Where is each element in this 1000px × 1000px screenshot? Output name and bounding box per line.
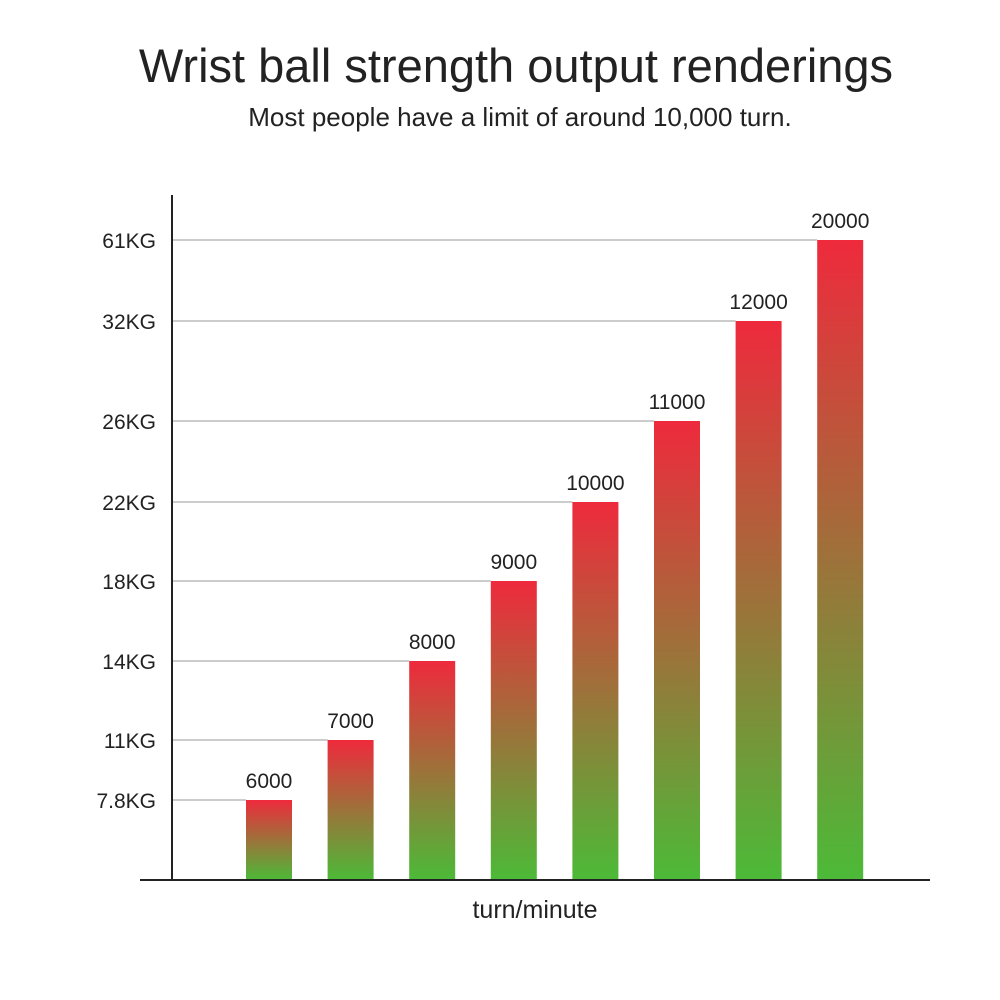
bar <box>490 581 537 880</box>
y-tick-label: 61KG <box>102 230 156 253</box>
bar-value-label: 8000 <box>409 631 456 654</box>
y-tick-label: 11KG <box>104 730 156 753</box>
bar-value-label: 20000 <box>811 210 869 233</box>
bar-value-label: 7000 <box>327 710 374 733</box>
bar <box>817 240 864 880</box>
y-tick-label: 18KG <box>102 571 156 594</box>
chart-subtitle: Most people have a limit of around 10,00… <box>248 102 792 132</box>
chart-title: Wrist ball strength output renderings <box>138 39 894 92</box>
bar <box>327 740 374 880</box>
y-tick-label: 7.8KG <box>96 790 156 813</box>
y-tick-label: 32KG <box>102 311 156 334</box>
bar-value-label: 6000 <box>246 770 293 793</box>
y-tick-label: 26KG <box>102 411 156 434</box>
bar <box>735 321 782 880</box>
x-axis-label: turn/minute <box>472 896 597 924</box>
bar <box>246 800 292 880</box>
y-tick-label: 14KG <box>102 651 156 674</box>
bar <box>409 661 456 880</box>
bar-value-label: 10000 <box>566 472 624 495</box>
bar <box>654 421 700 880</box>
bar-value-label: 12000 <box>729 291 787 314</box>
bar-value-label: 9000 <box>490 551 537 574</box>
bar-value-label: 11000 <box>649 391 706 414</box>
y-tick-label: 22KG <box>102 492 156 515</box>
bar <box>572 502 619 880</box>
